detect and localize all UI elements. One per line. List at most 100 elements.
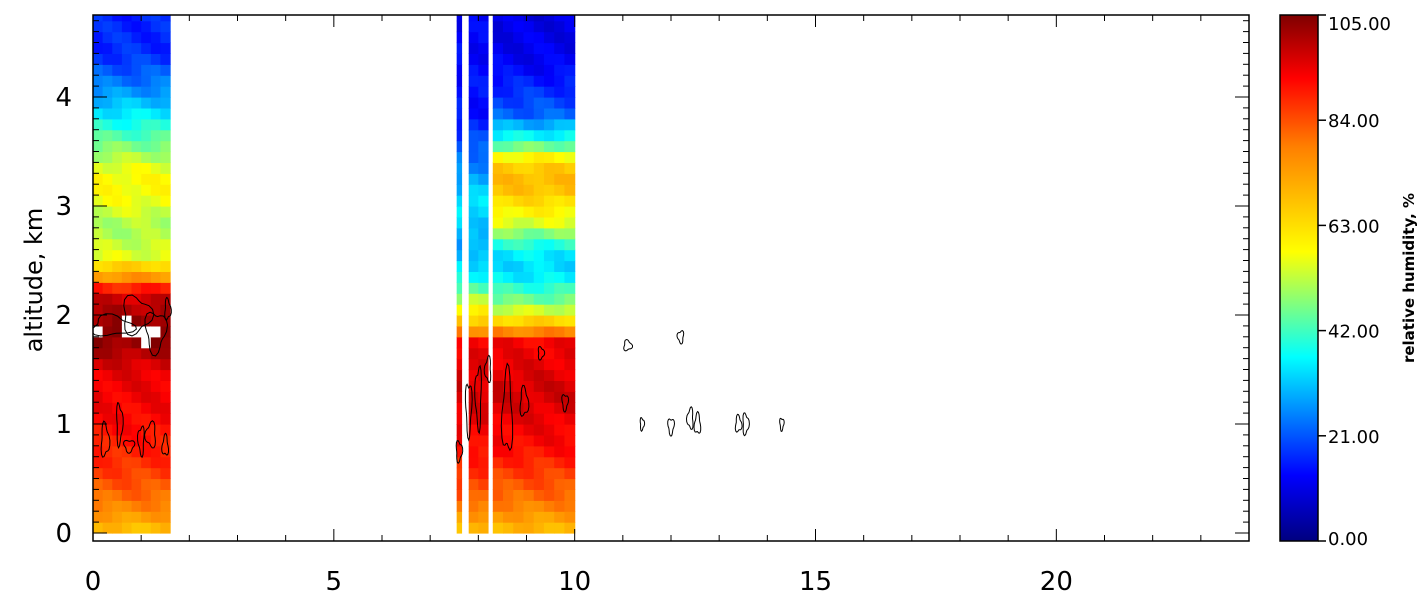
heatmap-cell <box>564 489 576 501</box>
heatmap-cell <box>478 304 489 316</box>
heatmap-cell <box>513 424 525 436</box>
heatmap-cell <box>150 445 162 458</box>
heatmap-cell <box>533 53 545 65</box>
heatmap-cell <box>456 238 463 251</box>
heatmap-cell <box>554 162 566 174</box>
heatmap-cell <box>523 249 535 262</box>
heatmap-cell <box>456 86 463 98</box>
heatmap-cell <box>141 64 152 76</box>
heatmap-cell <box>160 467 171 480</box>
heatmap-cell <box>523 118 535 131</box>
heatmap-cell <box>131 434 142 447</box>
heatmap-cell <box>543 31 555 44</box>
heatmap-cell <box>523 293 535 305</box>
heatmap-cell <box>492 293 504 305</box>
heatmap-cell <box>543 293 555 305</box>
heatmap-cell <box>523 64 535 76</box>
heatmap-cell <box>543 467 555 480</box>
heatmap-cell <box>468 151 479 163</box>
heatmap-cell <box>112 53 123 65</box>
heatmap-cell <box>533 445 545 458</box>
heatmap-cell <box>492 391 504 403</box>
heatmap-cell <box>456 227 463 240</box>
heatmap-cell <box>523 227 535 240</box>
heatmap-cell <box>468 358 479 371</box>
heatmap-cell <box>102 304 113 316</box>
heatmap-cell <box>456 97 463 109</box>
heatmap-cell <box>543 413 555 425</box>
heatmap-cell <box>121 195 133 207</box>
heatmap-cell <box>150 293 162 305</box>
heatmap-cell <box>121 358 133 371</box>
heatmap-cell <box>102 216 113 229</box>
heatmap-cell <box>468 336 479 349</box>
heatmap-cell <box>554 489 566 501</box>
heatmap-cell <box>564 238 576 251</box>
heatmap-cell <box>160 391 171 403</box>
heatmap-cell <box>533 315 545 327</box>
heatmap-cell <box>121 20 133 33</box>
heatmap-cell <box>468 118 479 131</box>
heatmap-cell <box>492 151 504 163</box>
heatmap-cell <box>102 282 113 294</box>
heatmap-cell <box>150 424 162 436</box>
heatmap-cell <box>554 325 566 338</box>
heatmap-cell <box>543 456 555 469</box>
heatmap-cell <box>112 173 123 185</box>
heatmap-cell <box>160 424 171 436</box>
heatmap-cell <box>93 0 103 10</box>
heatmap-cell <box>533 369 545 381</box>
heatmap-cell <box>554 434 566 447</box>
heatmap-cell <box>160 282 171 294</box>
heatmap-cell <box>554 238 566 251</box>
heatmap-cell <box>160 75 171 87</box>
contour-line <box>164 296 172 321</box>
heatmap-cell <box>492 162 504 174</box>
heatmap-cell <box>457 0 462 10</box>
heatmap-cell <box>564 413 576 425</box>
heatmap-cell <box>468 391 479 403</box>
heatmap-cell <box>150 347 162 360</box>
contour-line <box>474 364 482 435</box>
heatmap-cell <box>150 522 162 534</box>
heatmap-cell <box>102 325 113 338</box>
heatmap-cell <box>141 173 152 185</box>
heatmap-cell <box>513 336 525 349</box>
heatmap-cell <box>150 369 162 381</box>
heatmap-cell <box>121 424 133 436</box>
heatmap-cell <box>523 206 535 218</box>
heatmap-cell <box>533 195 545 207</box>
heatmap-cell <box>93 173 104 185</box>
heatmap-cell <box>493 0 504 10</box>
heatmap-cell <box>564 206 576 218</box>
heatmap-cell <box>478 380 489 392</box>
contour-line <box>561 394 570 413</box>
heatmap-cell <box>468 347 479 360</box>
contour-line <box>742 412 750 437</box>
heatmap-cell <box>478 53 489 65</box>
heatmap-cell <box>543 325 555 338</box>
heatmap-cell <box>121 86 133 98</box>
heatmap-cell <box>513 434 525 447</box>
heatmap-cell <box>93 15 104 22</box>
heatmap-cell <box>93 249 104 262</box>
heatmap-cell <box>456 75 463 87</box>
heatmap-cell <box>554 347 566 360</box>
heatmap-cell <box>468 413 479 425</box>
heatmap-cell <box>160 173 171 185</box>
heatmap-cell <box>513 304 525 316</box>
heatmap-cell <box>468 42 479 54</box>
heatmap-cell <box>102 478 113 490</box>
colorbar-title: relative humidity, % <box>1400 193 1418 363</box>
heatmap-cell <box>131 325 142 338</box>
heatmap-cell <box>492 118 504 131</box>
heatmap-cell <box>141 195 152 207</box>
heatmap-cell <box>513 140 525 153</box>
heatmap-cell <box>93 467 104 480</box>
heatmap-cell <box>564 434 576 447</box>
heatmap-cell <box>112 129 123 142</box>
heatmap-cell <box>141 86 152 98</box>
heatmap-cell <box>513 260 525 272</box>
heatmap-cell <box>131 107 142 120</box>
heatmap-cell <box>513 380 525 392</box>
